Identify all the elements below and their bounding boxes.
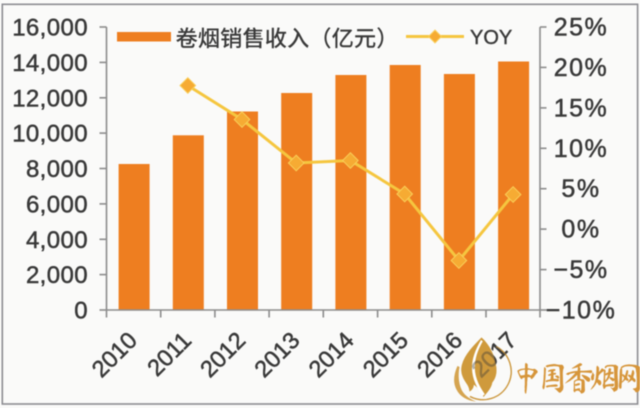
svg-text:5%: 5%	[561, 175, 600, 203]
svg-text:20%: 20%	[554, 54, 609, 82]
svg-text:2013: 2013	[249, 327, 304, 382]
svg-text:15%: 15%	[554, 94, 609, 122]
svg-text:−10%: −10%	[546, 297, 617, 325]
svg-text:4,000: 4,000	[26, 227, 88, 254]
svg-text:2011: 2011	[142, 327, 196, 381]
svg-text:0: 0	[74, 298, 88, 325]
svg-text:10,000: 10,000	[12, 121, 88, 148]
svg-text:2016: 2016	[412, 327, 467, 382]
svg-text:10%: 10%	[554, 135, 609, 163]
svg-text:6,000: 6,000	[26, 191, 88, 218]
svg-text:2010: 2010	[87, 327, 142, 382]
svg-text:12,000: 12,000	[12, 85, 88, 112]
svg-text:2,000: 2,000	[26, 262, 88, 289]
svg-text:2012: 2012	[195, 327, 250, 382]
svg-text:16,000: 16,000	[12, 15, 88, 42]
svg-text:−5%: −5%	[553, 256, 608, 284]
svg-text:2015: 2015	[358, 327, 413, 382]
svg-text:YOY: YOY	[470, 27, 512, 49]
svg-text:2014: 2014	[303, 327, 358, 382]
svg-text:25%: 25%	[554, 14, 609, 42]
svg-text:14,000: 14,000	[12, 50, 88, 77]
svg-text:8,000: 8,000	[26, 156, 88, 183]
svg-text:0%: 0%	[561, 216, 600, 244]
